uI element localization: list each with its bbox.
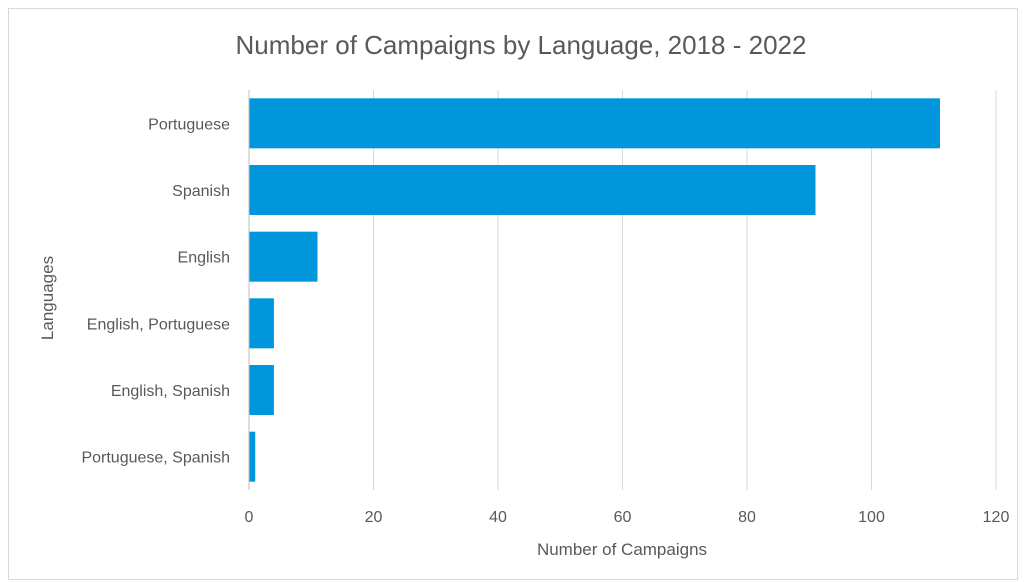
gridlines bbox=[373, 90, 997, 490]
bar-spanish bbox=[249, 165, 816, 215]
x-tick-label-100: 100 bbox=[858, 509, 885, 526]
chart-title: Number of Campaigns by Language, 2018 - … bbox=[236, 30, 807, 60]
x-tick-label-60: 60 bbox=[614, 509, 632, 526]
x-tick-label-80: 80 bbox=[738, 509, 756, 526]
y-tick-label-english-portuguese: English, Portuguese bbox=[87, 316, 230, 333]
x-tick-label-0: 0 bbox=[245, 509, 254, 526]
x-tick-label-20: 20 bbox=[365, 509, 383, 526]
bar-english-spanish bbox=[249, 365, 274, 415]
bars bbox=[249, 98, 940, 482]
x-tick-labels: 0 20 40 60 80 100 120 bbox=[245, 509, 1010, 526]
y-axis-title: Languages bbox=[38, 256, 57, 340]
bar-english bbox=[249, 231, 318, 282]
y-tick-label-portuguese-spanish: Portuguese, Spanish bbox=[81, 450, 230, 467]
bar-portuguese-spanish bbox=[249, 431, 256, 482]
y-tick-labels: Portuguese Spanish English English, Portugu… bbox=[81, 116, 230, 466]
y-tick-label-english: English bbox=[178, 250, 230, 267]
x-axis-title: Number of Campaigns bbox=[537, 540, 707, 559]
x-tick-label-40: 40 bbox=[489, 509, 507, 526]
x-tick-label-120: 120 bbox=[983, 509, 1010, 526]
y-tick-label-english-spanish: English, Spanish bbox=[111, 383, 230, 400]
y-tick-label-spanish: Spanish bbox=[172, 183, 230, 200]
y-tick-label-portuguese: Portuguese bbox=[148, 116, 230, 133]
bar-english-portuguese bbox=[249, 298, 274, 349]
bar-portuguese bbox=[249, 98, 940, 149]
